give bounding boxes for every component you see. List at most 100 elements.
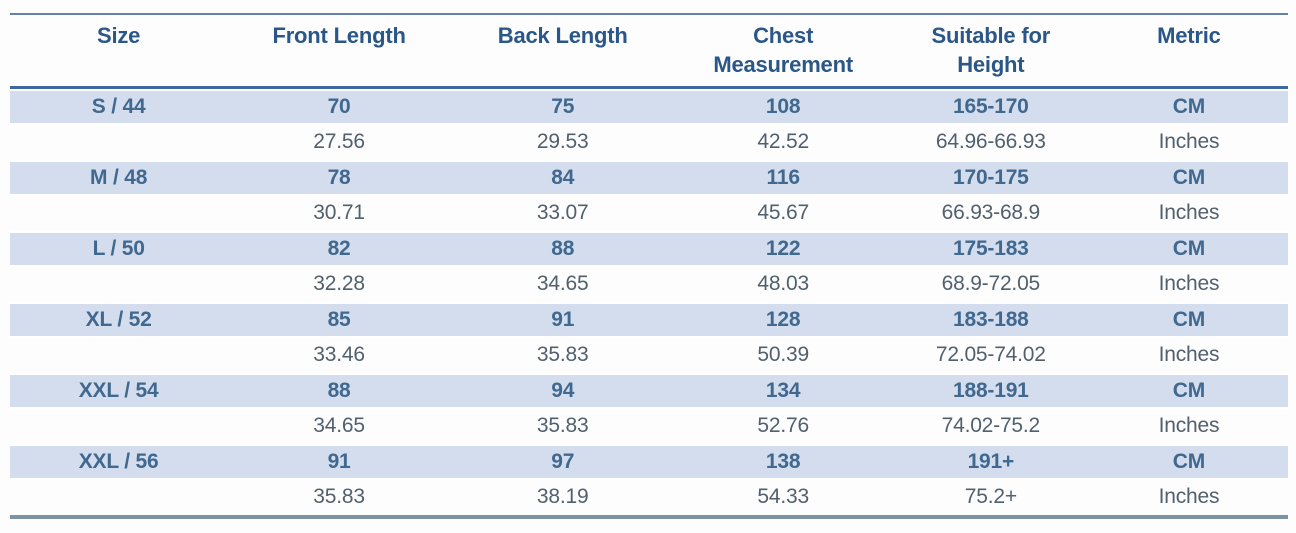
cell-chest: 42.52 (757, 130, 809, 154)
cell-back-length: 35.83 (536, 414, 589, 438)
size-chart-table: Size Front Length Back Length Chest Meas… (10, 13, 1288, 519)
cell-size (10, 480, 227, 516)
cell-back-length: 34.65 (536, 272, 589, 296)
cell-chest: 48.03 (757, 272, 809, 296)
table-row-xxl56-inches: 35.83 38.19 54.33 75.2+ Inches (10, 480, 1288, 516)
column-header-chest: Chest Measurement (674, 13, 892, 89)
cell-chest: 45.67 (757, 201, 809, 225)
cell-back-length: 97 (450, 444, 675, 480)
cell-height: 75.2+ (964, 485, 1017, 509)
cell-size (10, 125, 227, 161)
cell-size: XL / 52 (10, 302, 228, 338)
cell-back-length: 88 (450, 231, 675, 267)
table-body: S / 44 70 75 108 165-170 CM 27.56 29.53 … (10, 89, 1288, 515)
cell-front-length: 33.46 (313, 343, 365, 367)
cell-height: 68.9-72.05 (941, 272, 1041, 296)
cell-height: 66.93-68.9 (941, 201, 1041, 225)
cell-metric: CM (1089, 302, 1288, 338)
cell-size: XXL / 54 (10, 373, 228, 409)
cell-metric: CM (1089, 373, 1288, 409)
cell-height: 72.05-74.02 (935, 343, 1046, 367)
cell-size: S / 44 (10, 89, 228, 125)
column-header-height: Suitable for Height (891, 13, 1090, 89)
cell-size: L / 50 (10, 231, 228, 267)
cell-metric: CM (1089, 231, 1288, 267)
table-row-m48-inches: 30.71 33.07 45.67 66.93-68.9 Inches (10, 196, 1288, 232)
cell-chest: 54.33 (757, 485, 809, 509)
cell-metric: Inches (1158, 130, 1220, 154)
column-header-back-length: Back Length (450, 13, 675, 89)
cell-metric: CM (1089, 160, 1288, 196)
column-header-label: Metric (1157, 23, 1221, 48)
cell-front-length: 27.56 (313, 130, 365, 154)
column-header-front-length: Front Length (227, 13, 451, 89)
cell-chest: 52.76 (757, 414, 809, 438)
cell-metric: CM (1089, 444, 1288, 480)
cell-chest: 108 (674, 89, 892, 125)
cell-height: 64.96-66.93 (935, 130, 1046, 154)
size-chart-sheet: Size Front Length Back Length Chest Meas… (10, 13, 1288, 519)
cell-height: 170-175 (891, 160, 1090, 196)
column-header-label: Front Length (272, 23, 406, 48)
cell-chest: 50.39 (757, 343, 809, 367)
cell-size (10, 338, 227, 374)
cell-front-length: 88 (227, 373, 451, 409)
table-row-s44-cm: S / 44 70 75 108 165-170 CM (10, 89, 1288, 125)
cell-back-length: 91 (450, 302, 675, 338)
cell-chest: 116 (674, 160, 892, 196)
table-header: Size Front Length Back Length Chest Meas… (10, 13, 1288, 89)
cell-front-length: 78 (227, 160, 451, 196)
cell-back-length: 84 (450, 160, 675, 196)
table-row-m48-cm: M / 48 78 84 116 170-175 CM (10, 160, 1288, 196)
cell-chest: 122 (674, 231, 892, 267)
cell-front-length: 85 (227, 302, 451, 338)
column-header-label: Back Length (497, 23, 628, 48)
column-header-label: Chest Measurement (713, 23, 853, 78)
cell-height: 175-183 (891, 231, 1090, 267)
cell-metric: CM (1089, 89, 1288, 125)
cell-metric: Inches (1158, 485, 1220, 509)
table-row-xl52-cm: XL / 52 85 91 128 183-188 CM (10, 302, 1288, 338)
cell-size: XXL / 56 (10, 444, 228, 480)
column-header-size: Size (10, 13, 228, 89)
column-header-label: Size (97, 23, 141, 48)
cell-front-length: 91 (227, 444, 451, 480)
cell-size: M / 48 (10, 160, 228, 196)
cell-back-length: 33.07 (536, 201, 589, 225)
cell-chest: 128 (674, 302, 892, 338)
cell-chest: 138 (674, 444, 892, 480)
cell-metric: Inches (1158, 414, 1220, 438)
cell-size (10, 267, 227, 303)
cell-front-length: 32.28 (313, 272, 365, 296)
cell-height: 188-191 (891, 373, 1090, 409)
cell-metric: Inches (1158, 272, 1220, 296)
column-header-metric: Metric (1089, 13, 1288, 89)
table-row-s44-inches: 27.56 29.53 42.52 64.96-66.93 Inches (10, 125, 1288, 161)
table-row-xl52-inches: 33.46 35.83 50.39 72.05-74.02 Inches (10, 338, 1288, 374)
table-row-l50-inches: 32.28 34.65 48.03 68.9-72.05 Inches (10, 267, 1288, 303)
table-row-l50-cm: L / 50 82 88 122 175-183 CM (10, 231, 1288, 267)
cell-height: 191+ (891, 444, 1090, 480)
cell-front-length: 35.83 (313, 485, 365, 509)
cell-front-length: 30.71 (313, 201, 365, 225)
column-header-label: Suitable for Height (931, 23, 1051, 78)
cell-back-length: 94 (450, 373, 675, 409)
cell-back-length: 29.53 (536, 130, 589, 154)
cell-height: 183-188 (891, 302, 1090, 338)
cell-front-length: 34.65 (313, 414, 365, 438)
cell-front-length: 82 (227, 231, 451, 267)
table-row-xxl54-inches: 34.65 35.83 52.76 74.02-75.2 Inches (10, 409, 1288, 445)
header-row: Size Front Length Back Length Chest Meas… (10, 13, 1288, 89)
cell-size (10, 196, 227, 232)
cell-size (10, 409, 227, 445)
cell-height: 74.02-75.2 (941, 414, 1041, 438)
cell-back-length: 35.83 (536, 343, 589, 367)
cell-metric: Inches (1158, 201, 1220, 225)
table-row-xxl54-cm: XXL / 54 88 94 134 188-191 CM (10, 373, 1288, 409)
table-row-xxl56-cm: XXL / 56 91 97 138 191+ CM (10, 444, 1288, 480)
cell-back-length: 38.19 (536, 485, 589, 509)
cell-front-length: 70 (227, 89, 451, 125)
cell-height: 165-170 (891, 89, 1090, 125)
cell-metric: Inches (1158, 343, 1220, 367)
cell-chest: 134 (674, 373, 892, 409)
